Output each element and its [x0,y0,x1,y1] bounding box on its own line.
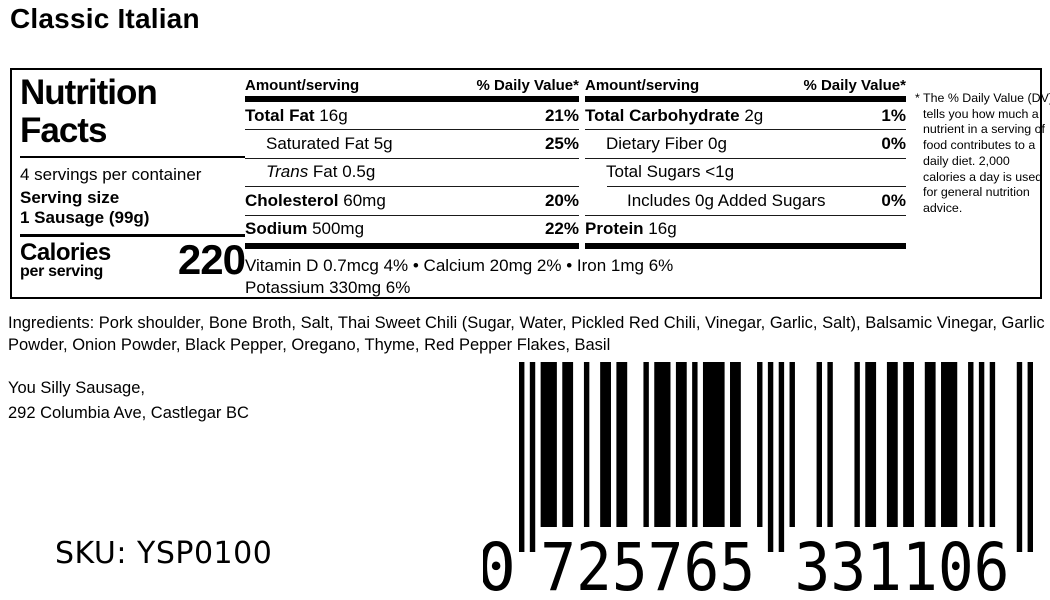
nutrient-row: Sodium 500mg 22% [245,219,579,239]
svg-text:725765: 725765 [540,529,755,598]
calories-label: Calories [20,239,111,266]
heading-line2: Facts [20,111,107,150]
amount-header: Amount/serving [585,77,700,94]
daily-value-header: % Daily Value* [803,77,906,94]
servings-per-container: 4 servings per container [20,165,202,184]
daily-value: 0% [881,134,906,154]
row-divider [607,186,906,188]
micronutrients-line1: Vitamin D 0.7mcg 4% • Calcium 20mg 2% • … [245,256,674,275]
nutrient-column-left: Amount/serving % Daily Value* Total Fat … [245,75,579,249]
column-header: Amount/serving % Daily Value* [245,75,579,94]
column-header: Amount/serving % Daily Value* [585,75,906,94]
calories-row: Calories per serving 220 [20,236,246,283]
row-divider [585,157,906,159]
nutrient-row: Total Carbohydrate 2g 1% [585,105,906,125]
nutrient-row: Cholesterol 60mg 20% [245,190,579,210]
nutrient-row: Total Sugars <1g [606,162,735,182]
divider [20,156,245,158]
daily-value-footnote: * The % Daily Value (DV) tells you how m… [915,91,1050,215]
amount-header: Amount/serving [245,77,360,94]
daily-value: 21% [544,105,579,125]
daily-value: 0% [881,190,906,210]
nutrition-facts-label: Nutrition Facts 4 servings per container… [10,68,1050,299]
nutrient-column-right: Amount/serving % Daily Value* Total Carb… [585,75,906,249]
thick-bar [245,96,579,102]
nutrition-facts-panel: Nutrition Facts 4 servings per container… [20,74,246,283]
nutrient-row: Protein 16g [585,219,677,239]
nutrient-row: Trans Fat 0.5g [266,162,376,182]
daily-value: 1% [881,105,906,125]
nutrient-row: Total Fat 16g 21% [245,105,579,125]
calories-value: 220 [177,236,246,283]
product-title: Classic Italian [10,3,200,34]
ingredients-text: Ingredients: Pork shoulder, Bone Broth, … [8,314,1045,354]
daily-value: 22% [544,219,579,239]
daily-value-header: % Daily Value* [476,77,579,94]
heading-line1: Nutrition [20,73,158,112]
svg-text:0: 0 [483,529,516,598]
barcode: 0 725765 331106 [476,362,1039,600]
row-divider [585,129,906,131]
nutrition-facts-heading: Nutrition Facts [20,74,245,150]
nutrient-rows: Total Fat 16g 21% Saturated Fat 5g 25% Trans… [245,102,579,243]
address-line1: You Silly Sausage, [8,379,145,397]
calories-sublabel: per serving [20,263,103,280]
row-divider [245,214,579,216]
nutrient-rows: Total Carbohydrate 2g 1% Dietary Fiber 0g 0… [585,102,906,243]
thick-bar [585,96,906,102]
calories-labels: Calories per serving [20,239,111,280]
serving-size-label: Serving size [20,188,120,207]
daily-value: 20% [544,190,579,210]
thick-bar [245,242,579,249]
row-divider [585,214,906,216]
micronutrients: Vitamin D 0.7mcg 4% • Calcium 20mg 2% • … [245,255,673,298]
micronutrients-line2: Potassium 330mg 6% [245,277,411,297]
thick-bar [585,242,906,249]
serving-size-value: 1 Sausage (99g) [20,207,150,227]
nutrient-row: Dietary Fiber 0g 0% [606,134,906,154]
sku-text: SKU: YSP0100 [55,536,273,571]
daily-value: 25% [544,134,579,154]
address-line2: 292 Columbia Ave, Castlegar BC [8,404,249,422]
nutrient-row: Saturated Fat 5g 25% [266,134,579,154]
svg-text:331106: 331106 [795,529,1010,598]
row-divider [245,129,579,131]
divider [20,234,245,237]
nutrient-row: Includes 0g Added Sugars 0% [627,190,906,210]
row-divider [245,186,579,188]
manufacturer-address: You Silly Sausage, 292 Columbia Ave, Cas… [8,376,249,426]
row-divider [245,157,579,159]
